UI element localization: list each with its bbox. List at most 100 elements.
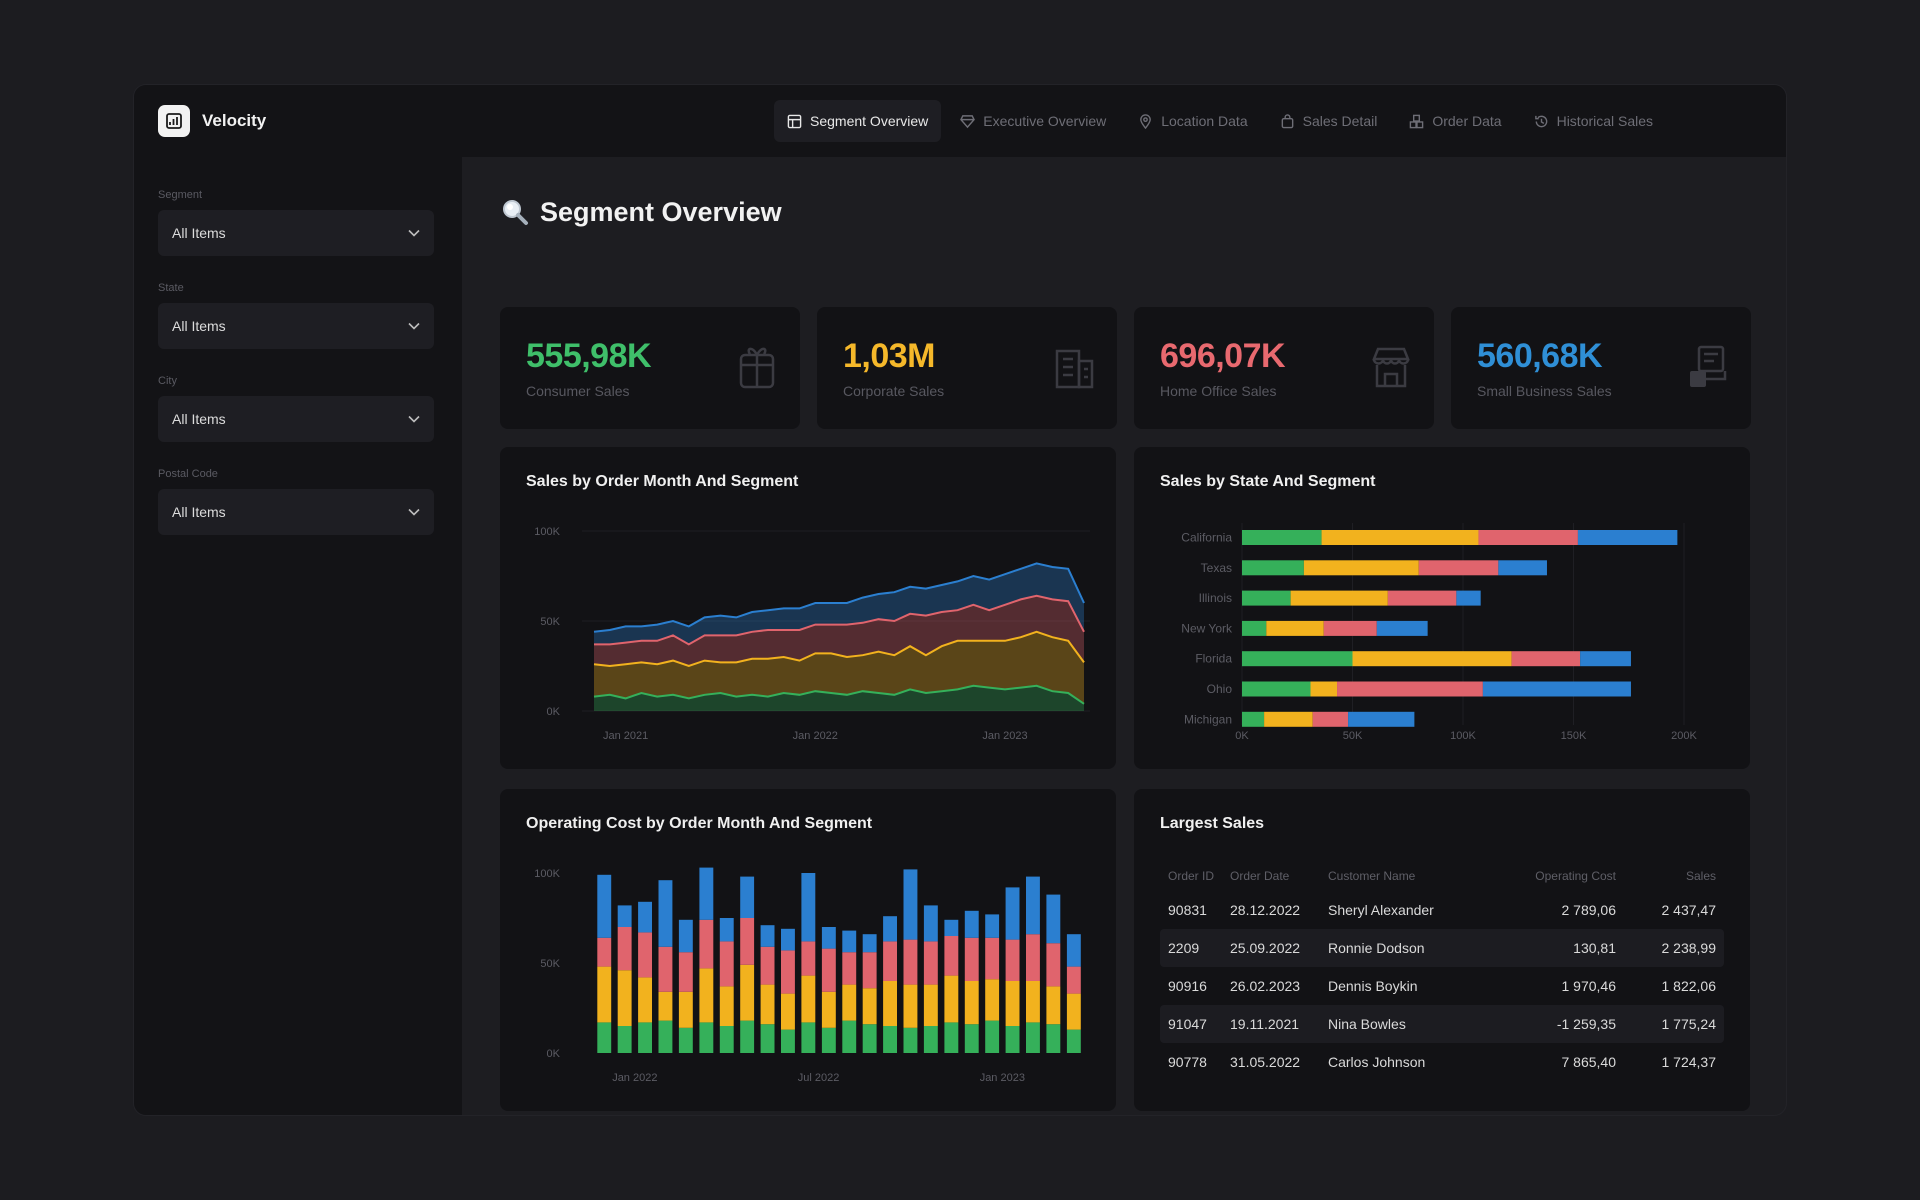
bar-segment	[658, 880, 673, 947]
bar-segment	[1456, 590, 1481, 606]
bar-segment	[617, 905, 632, 927]
column-header-order-date[interactable]: Order Date	[1230, 869, 1290, 883]
area-series	[594, 595, 1084, 666]
bar-segment	[678, 991, 693, 1028]
bar-segment	[801, 1022, 816, 1053]
segment-select[interactable]: All Items	[158, 210, 434, 256]
tab-historical-sales[interactable]: Historical Sales	[1521, 100, 1666, 142]
chevron-down-icon	[408, 322, 420, 330]
store-icon	[1372, 347, 1410, 388]
bar-segment	[1242, 590, 1291, 606]
select-value: All Items	[172, 504, 226, 520]
bar-segment	[964, 1024, 979, 1053]
kpi-label: Corporate Sales	[843, 383, 945, 399]
cell-operating-cost: -1 259,35	[1556, 1016, 1616, 1032]
nav-tabs: Segment Overview Executive Overview Loca…	[774, 100, 1666, 142]
table-row[interactable]: 2209 25.09.2022 Ronnie Dodson 130,81 2 2…	[1160, 929, 1724, 967]
table-row[interactable]: 90778 31.05.2022 Carlos Johnson 7 865,40…	[1160, 1043, 1724, 1081]
cell-operating-cost: 1 970,46	[1561, 978, 1617, 994]
kpi-card-corporate[interactable]: 1,03M Corporate Sales	[817, 307, 1117, 429]
cell-order-id: 90831	[1168, 902, 1207, 918]
filter-state: State All Items	[158, 282, 434, 349]
bar-segment	[862, 934, 877, 953]
filter-segment: Segment All Items	[158, 189, 434, 256]
bar-segment	[923, 905, 938, 942]
bar-segment	[1337, 681, 1483, 697]
kpi-value: 560,68K	[1477, 337, 1603, 375]
column-header-sales[interactable]: Sales	[1685, 869, 1716, 883]
tab-label: Location Data	[1161, 113, 1248, 129]
bar-segment	[678, 1027, 693, 1053]
bar-segment	[1046, 943, 1061, 987]
postal-code-select[interactable]: All Items	[158, 489, 434, 535]
bar-segment	[883, 916, 897, 942]
kpi-value: 696,07K	[1160, 337, 1286, 375]
table-row[interactable]: 90831 28.12.2022 Sheryl Alexander 2 789,…	[1160, 891, 1724, 929]
magnifier-icon	[503, 199, 528, 225]
cell-customer-name: Dennis Boykin	[1328, 978, 1418, 994]
tab-order-data[interactable]: Order Data	[1396, 100, 1514, 142]
chevron-down-icon	[408, 415, 420, 423]
bar-segment	[1242, 711, 1265, 727]
sales-by-state-bar-chart[interactable]: 0K 50K 100K 150K 200K California Texas Illinois…	[1134, 447, 1750, 769]
bar-segment	[944, 919, 959, 936]
kpi-value: 555,98K	[526, 337, 652, 375]
bar-segment	[638, 901, 652, 933]
bar-segment	[903, 869, 918, 940]
column-header-customer-name[interactable]: Customer Name	[1328, 869, 1416, 883]
bar-segment	[1026, 1022, 1040, 1053]
bar-segment	[760, 984, 775, 1025]
kpi-label: Small Business Sales	[1477, 383, 1612, 399]
kpi-card-home-office[interactable]: 696,07K Home Office Sales	[1134, 307, 1434, 429]
cell-order-date: 19.11.2021	[1230, 1016, 1300, 1032]
brand[interactable]: Velocity	[158, 105, 266, 137]
bar-segment	[1352, 651, 1512, 667]
x-tick-label: 50K	[1343, 730, 1363, 742]
largest-sales-table: Order ID Order Date Customer Name Operat…	[1160, 861, 1724, 1081]
kpi-card-small-business[interactable]: 560,68K Small Business Sales	[1451, 307, 1751, 429]
tab-label: Executive Overview	[983, 113, 1107, 129]
tab-segment-overview[interactable]: Segment Overview	[774, 100, 942, 142]
bar-segment	[740, 1020, 755, 1053]
column-header-order-id[interactable]: Order ID	[1168, 869, 1215, 883]
x-tick-label: 150K	[1561, 730, 1587, 742]
sales-by-month-area-chart[interactable]: 100K 50K 0K Jan 2021 Jan 2022 Jan 2023	[500, 447, 1116, 769]
bar-segment	[1580, 651, 1631, 667]
table-row[interactable]: 90916 26.02.2023 Dennis Boykin 1 970,46 …	[1160, 967, 1724, 1005]
filter-label: City	[158, 375, 177, 387]
bar-segment	[821, 991, 836, 1028]
city-select[interactable]: All Items	[158, 396, 434, 442]
tab-label: Segment Overview	[810, 113, 929, 129]
bar-segment	[964, 937, 979, 981]
select-value: All Items	[172, 318, 226, 334]
tab-location-data[interactable]: Location Data	[1125, 100, 1260, 142]
tab-sales-detail[interactable]: Sales Detail	[1267, 100, 1391, 142]
operating-cost-panel: Operating Cost by Order Month And Segmen…	[500, 789, 1116, 1111]
bar-segment	[1242, 530, 1322, 545]
bar-segment	[1005, 1026, 1020, 1053]
bar-segment	[1290, 590, 1388, 606]
filter-label: State	[158, 282, 184, 294]
bar-segment	[678, 952, 693, 992]
bar-segment	[719, 918, 734, 942]
bar-segment	[821, 1027, 836, 1053]
table-row[interactable]: 91047 19.11.2021 Nina Bowles -1 259,35 1…	[1160, 1005, 1724, 1043]
kpi-card-consumer[interactable]: 555,98K Consumer Sales	[500, 307, 800, 429]
bar-segment	[1046, 986, 1061, 1025]
y-tick-label: 0K	[547, 706, 561, 718]
tab-executive-overview[interactable]: Executive Overview	[947, 100, 1119, 142]
tab-label: Order Data	[1432, 113, 1502, 129]
cell-order-id: 90916	[1168, 978, 1207, 994]
state-select[interactable]: All Items	[158, 303, 434, 349]
cell-customer-name: Sheryl Alexander	[1328, 902, 1434, 918]
bar-segment	[699, 919, 714, 969]
operating-cost-bar-chart[interactable]: 100K 50K 0K Jan 2022 Jul 2022 Jan 2023	[500, 789, 1116, 1111]
chevron-down-icon	[408, 508, 420, 516]
y-tick-label: 100K	[534, 868, 560, 880]
bar-segment	[1303, 560, 1419, 576]
column-header-operating-cost[interactable]: Operating Cost	[1535, 869, 1616, 883]
app-window: Velocity Segment Overview Executive Over…	[134, 85, 1786, 1115]
bar-segment	[760, 925, 775, 947]
bar-segment	[985, 979, 1000, 1021]
bar-segment	[781, 928, 795, 951]
